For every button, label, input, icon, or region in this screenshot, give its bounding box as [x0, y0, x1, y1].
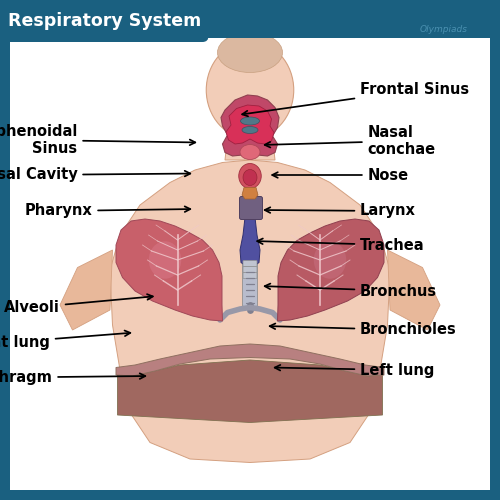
FancyBboxPatch shape [243, 272, 257, 278]
Text: Olympiads: Olympiads [420, 26, 468, 35]
Text: Alveoli: Alveoli [4, 294, 153, 315]
Text: Bronchus: Bronchus [264, 284, 437, 298]
Ellipse shape [149, 242, 181, 279]
Ellipse shape [242, 126, 258, 134]
Text: Frontal Sinus: Frontal Sinus [242, 82, 469, 116]
FancyBboxPatch shape [10, 10, 490, 490]
Polygon shape [116, 344, 384, 376]
Polygon shape [110, 160, 390, 462]
Text: Left lung: Left lung [274, 362, 434, 378]
Ellipse shape [240, 117, 260, 125]
Text: Nasal
conchae: Nasal conchae [264, 125, 436, 157]
Text: C: C [435, 6, 454, 30]
Polygon shape [278, 219, 384, 321]
Text: Bronchioles: Bronchioles [270, 322, 457, 338]
Text: REST: REST [448, 11, 491, 26]
Polygon shape [60, 250, 112, 330]
FancyBboxPatch shape [240, 196, 262, 220]
Polygon shape [388, 250, 440, 330]
Ellipse shape [240, 144, 260, 160]
FancyBboxPatch shape [242, 258, 258, 306]
Text: Nose: Nose [272, 168, 408, 182]
FancyBboxPatch shape [0, 0, 500, 38]
Ellipse shape [314, 242, 346, 279]
Text: Right lung: Right lung [0, 330, 130, 350]
Polygon shape [240, 218, 260, 266]
Polygon shape [242, 188, 258, 199]
Text: Nasal Cavity: Nasal Cavity [0, 168, 190, 182]
Ellipse shape [239, 164, 261, 188]
Text: Sphenoidal
Sinus: Sphenoidal Sinus [0, 124, 196, 156]
Ellipse shape [218, 32, 282, 72]
Text: Diaphragm: Diaphragm [0, 370, 146, 385]
Polygon shape [226, 105, 274, 144]
FancyBboxPatch shape [243, 260, 257, 266]
Polygon shape [118, 360, 382, 422]
Text: Trachea: Trachea [257, 238, 424, 252]
Polygon shape [225, 138, 275, 160]
Text: Respiratory System: Respiratory System [8, 12, 202, 30]
Polygon shape [116, 219, 222, 321]
Text: Larynx: Larynx [264, 204, 416, 218]
FancyBboxPatch shape [4, 0, 208, 42]
Text: Pharynx: Pharynx [25, 204, 190, 218]
Ellipse shape [243, 170, 257, 186]
FancyBboxPatch shape [243, 266, 257, 272]
Ellipse shape [206, 42, 294, 138]
Polygon shape [221, 95, 279, 156]
